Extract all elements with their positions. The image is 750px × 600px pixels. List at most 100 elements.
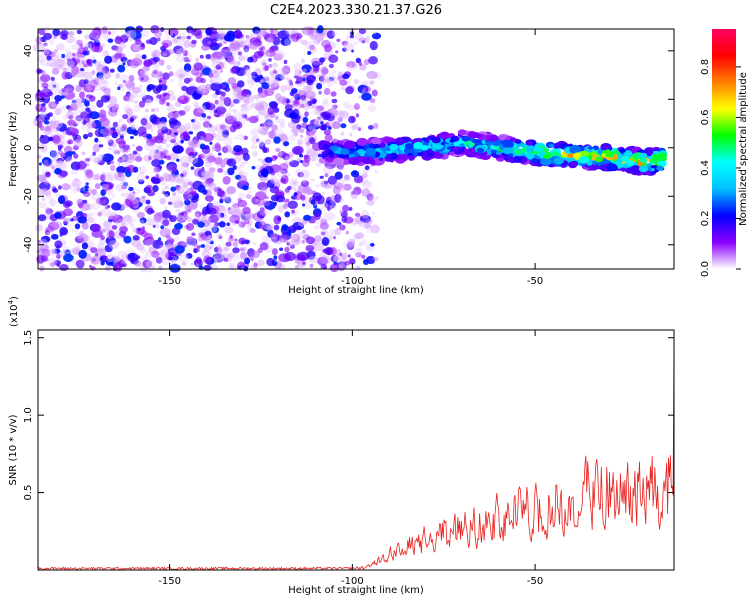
- noise-speckle: [240, 103, 248, 111]
- noise-speckle: [205, 178, 213, 185]
- noise-speckle: [51, 135, 61, 144]
- noise-speckle: [177, 124, 186, 134]
- noise-speckle: [101, 172, 106, 176]
- noise-speckle: [264, 113, 270, 119]
- noise-speckle: [50, 149, 60, 159]
- signal-blob: [488, 135, 494, 140]
- noise-speckle: [181, 180, 189, 189]
- noise-speckle: [84, 160, 89, 164]
- noise-speckle: [348, 257, 355, 263]
- noise-speckle: [44, 47, 51, 55]
- noise-speckle: [83, 71, 93, 80]
- noise-speckle: [203, 245, 212, 252]
- noise-speckle: [88, 111, 100, 120]
- noise-speckle: [36, 68, 42, 75]
- noise-speckle: [264, 147, 270, 153]
- noise-speckle: [102, 80, 109, 88]
- noise-speckle: [280, 84, 287, 93]
- noise-speckle: [114, 172, 118, 176]
- noise-speckle: [91, 202, 101, 210]
- noise-speckle: [274, 118, 280, 124]
- noise-speckle: [315, 162, 322, 167]
- noise-speckle: [50, 76, 55, 81]
- noise-speckle: [128, 186, 134, 192]
- noise-speckle: [118, 118, 123, 123]
- noise-speckle: [135, 227, 141, 232]
- noise-speckle: [88, 80, 95, 86]
- noise-speckle: [54, 95, 63, 102]
- noise-speckle: [179, 253, 189, 263]
- noise-speckle: [274, 259, 279, 263]
- noise-speckle: [166, 243, 173, 250]
- noise-speckle: [167, 174, 179, 184]
- noise-speckle: [201, 171, 215, 181]
- noise-speckle: [284, 211, 291, 218]
- noise-speckle: [261, 59, 268, 67]
- noise-speckle: [41, 103, 46, 107]
- noise-speckle: [333, 110, 345, 119]
- noise-speckle: [340, 211, 348, 218]
- noise-speckle: [57, 64, 64, 70]
- noise-speckle: [215, 32, 223, 41]
- noise-speckle: [225, 112, 232, 120]
- noise-speckle: [92, 59, 97, 64]
- noise-speckle: [236, 222, 242, 228]
- noise-speckle: [51, 124, 61, 133]
- noise-speckle: [103, 70, 112, 80]
- noise-speckle: [77, 46, 84, 53]
- noise-speckle: [213, 186, 222, 193]
- noise-speckle: [41, 157, 52, 166]
- noise-speckle: [273, 128, 284, 138]
- noise-speckle: [97, 140, 102, 146]
- noise-speckle: [91, 55, 96, 61]
- noise-speckle: [188, 131, 194, 135]
- noise-speckle: [126, 192, 137, 201]
- noise-speckle: [233, 29, 243, 39]
- noise-speckle: [164, 36, 171, 43]
- noise-speckle: [179, 164, 189, 174]
- noise-speckle: [183, 195, 190, 202]
- signal-blob: [543, 153, 552, 159]
- noise-speckle: [56, 263, 60, 267]
- signal-blob: [440, 142, 446, 146]
- noise-speckle: [104, 182, 114, 190]
- noise-speckle: [43, 159, 49, 166]
- noise-speckle: [211, 226, 219, 234]
- noise-speckle: [36, 155, 42, 159]
- signal-blob: [496, 151, 502, 155]
- noise-speckle: [314, 34, 324, 42]
- noise-speckle: [264, 117, 274, 127]
- noise-speckle: [303, 103, 310, 111]
- noise-speckle: [244, 212, 253, 221]
- noise-speckle: [238, 133, 245, 141]
- noise-speckle: [190, 195, 199, 203]
- noise-speckle: [149, 139, 156, 145]
- noise-speckle: [67, 58, 78, 68]
- noise-speckle: [122, 62, 126, 66]
- noise-speckle: [353, 248, 361, 257]
- noise-speckle: [108, 215, 116, 221]
- noise-speckle: [177, 212, 185, 221]
- noise-speckle: [203, 255, 212, 264]
- noise-speckle: [286, 242, 290, 246]
- noise-speckle: [131, 226, 138, 233]
- noise-speckle: [214, 142, 221, 150]
- noise-speckle: [289, 243, 295, 249]
- noise-speckle: [152, 185, 159, 192]
- noise-speckle: [90, 255, 101, 265]
- noise-speckle: [124, 80, 135, 88]
- noise-speckle: [72, 57, 76, 61]
- noise-speckle: [262, 200, 271, 207]
- noise-speckle: [50, 262, 55, 267]
- noise-speckle: [100, 79, 106, 85]
- noise-speckle: [72, 128, 79, 135]
- noise-speckle: [297, 218, 306, 227]
- noise-speckle: [114, 221, 119, 226]
- noise-speckle: [264, 51, 271, 58]
- noise-speckle: [168, 201, 173, 205]
- noise-speckle: [138, 84, 144, 90]
- noise-speckle: [282, 203, 288, 209]
- signal-blob: [414, 147, 421, 153]
- noise-speckle: [136, 211, 145, 219]
- noise-speckle: [202, 248, 207, 253]
